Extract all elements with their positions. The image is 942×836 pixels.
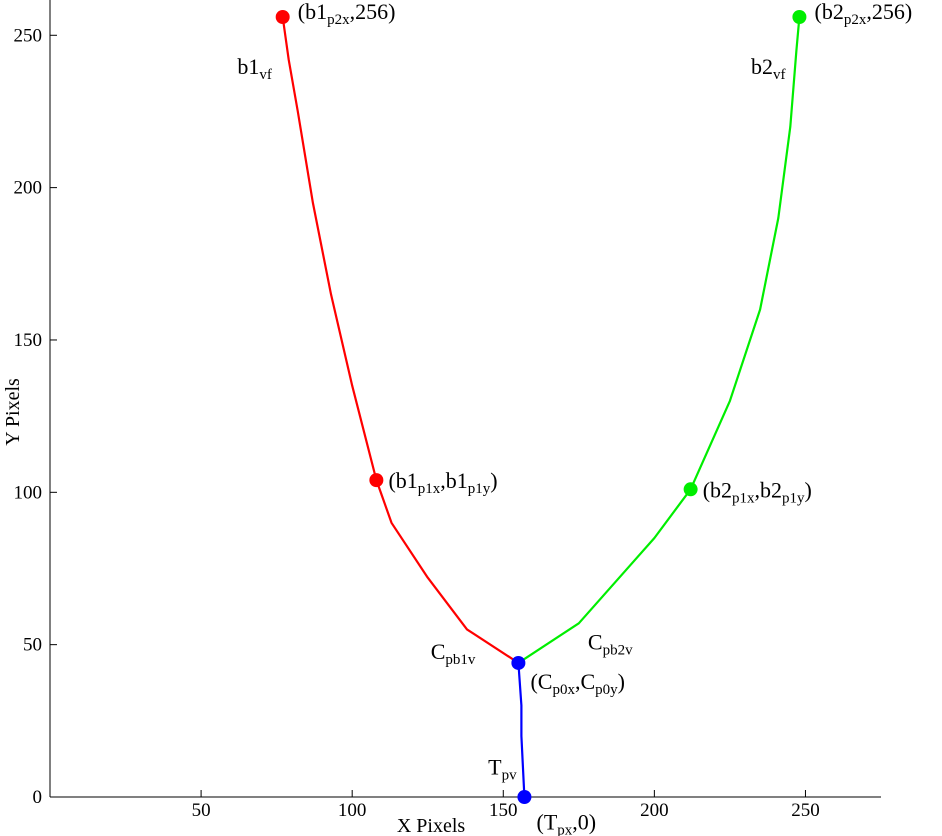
marker-layer	[275, 10, 807, 804]
annotation-subscript: pb2v	[603, 643, 634, 659]
annotation: (b1p2x,256)	[298, 0, 396, 28]
x-tick-label: 250	[791, 800, 820, 821]
annotation-text: (T	[537, 809, 558, 834]
annotation-text: (b2	[703, 477, 732, 502]
annotation-text: C	[431, 639, 446, 664]
annotation-text: b2	[751, 54, 773, 79]
annotation-text: b1	[237, 54, 259, 79]
annotation-subscript: p0y	[595, 682, 618, 698]
y-axis-label: Y Pixels	[2, 378, 24, 446]
annotation: Cpb1v	[431, 639, 476, 668]
data-point	[275, 10, 290, 24]
annotation-text: C	[588, 630, 603, 655]
annotation-text: ,256)	[866, 0, 912, 24]
annotation: (b2p2x,256)	[815, 0, 913, 28]
data-point	[792, 10, 807, 24]
annotation-text: ,0)	[572, 809, 596, 834]
annotation-subscript: p0x	[552, 682, 575, 698]
annotation-text: (C	[530, 669, 552, 694]
annotation: Cpb2v	[588, 630, 633, 659]
annotation-text: )	[618, 669, 625, 694]
series-layer	[281, 16, 801, 798]
x-tick-label: 50	[192, 800, 211, 821]
data-point	[369, 473, 384, 488]
y-tick-label: 250	[14, 25, 43, 46]
axes: 50 100 150 200 250 0 50 100 150 200 250	[14, 0, 881, 821]
data-point	[683, 482, 698, 497]
y-tick-label: 0	[33, 787, 43, 808]
annotation-subscript: px	[557, 822, 573, 836]
y-tick-label: 200	[14, 178, 43, 199]
y-tick-label: 100	[14, 482, 43, 503]
annotation-text: ,b2	[755, 477, 783, 502]
annotation-subscript: vf	[259, 67, 272, 83]
annotation-text: ,b1	[440, 468, 468, 493]
annotation: b1vf	[237, 54, 272, 83]
annotation-subscript: p1x	[418, 481, 441, 497]
annotation: (b1p1x,b1p1y)	[388, 468, 497, 497]
annotation-text: )	[490, 468, 497, 493]
x-tick-label: 100	[338, 800, 367, 821]
x-tick-label: 200	[640, 800, 669, 821]
annotation: (Tpx,0)	[537, 809, 597, 836]
annotation-subscript: p1x	[732, 490, 755, 506]
series-line-0	[281, 16, 520, 664]
annotation-subscript: p1y	[782, 490, 805, 506]
annotation-text: (b1	[298, 0, 327, 24]
series-line-1	[517, 16, 801, 664]
annotation-text: (b1	[388, 468, 417, 493]
annotation-subscript: p2x	[327, 12, 350, 28]
annotation-subscript: p1y	[468, 481, 491, 497]
annotation-subscript: vf	[773, 67, 786, 83]
annotation-subscript: pv	[502, 768, 518, 784]
x-tick-label: 150	[489, 800, 518, 821]
annotation: (b2p1x,b2p1y)	[703, 477, 812, 506]
annotation-subscript: pb1v	[445, 652, 476, 668]
y-tick-label: 150	[14, 330, 43, 351]
data-point	[511, 655, 526, 670]
annotation-text: ,C	[575, 669, 595, 694]
annotation-text: )	[805, 477, 812, 502]
series-line-2	[517, 662, 526, 798]
annotation-text: T	[488, 755, 502, 780]
annotation-text: ,256)	[350, 0, 396, 24]
annotation: (Cp0x,Cp0y)	[530, 669, 625, 698]
data-point	[517, 790, 532, 804]
annotation: b2vf	[751, 54, 786, 83]
annotation: Tpv	[488, 755, 517, 784]
annotation-subscript: p2x	[844, 12, 867, 28]
x-axis-label: X Pixels	[397, 815, 466, 836]
y-tick-label: 50	[23, 635, 42, 656]
annotation-layer: (b1p2x,256)b1vf(b1p1x,b1p1y)(b2p2x,256)b…	[237, 0, 912, 836]
annotation-text: (b2	[815, 0, 844, 24]
